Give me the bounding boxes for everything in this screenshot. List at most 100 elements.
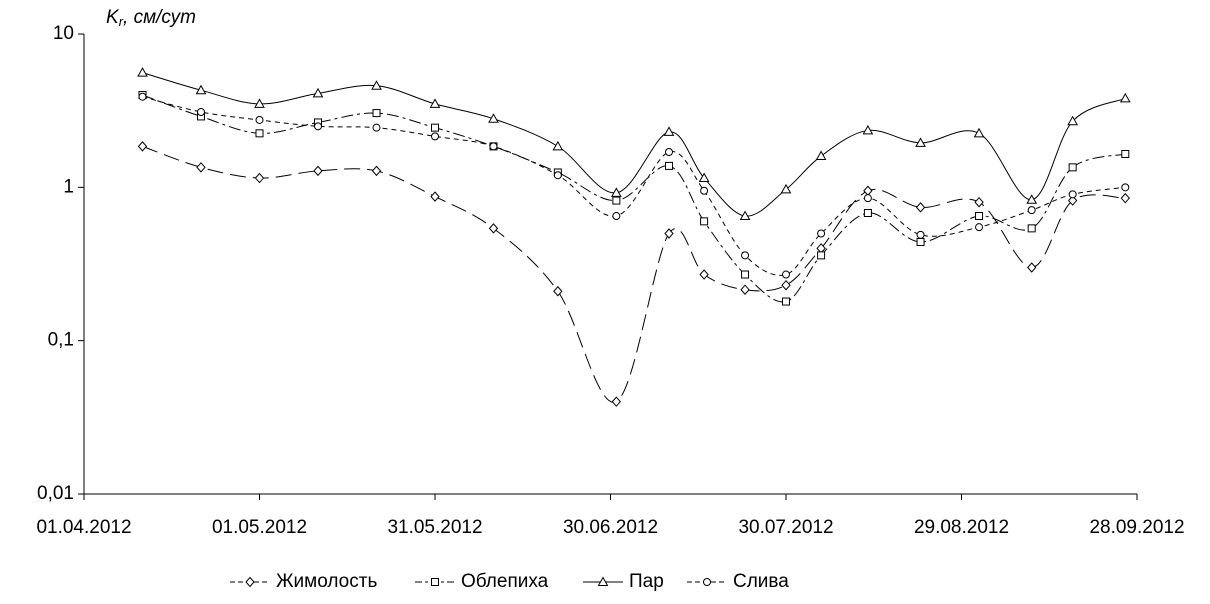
marker xyxy=(699,269,709,280)
marker xyxy=(665,161,673,170)
x-tick-label: 31.05.2012 xyxy=(387,517,482,538)
series-line xyxy=(142,96,1126,276)
marker xyxy=(703,578,711,586)
marker xyxy=(863,194,872,203)
marker xyxy=(429,98,441,108)
marker xyxy=(780,183,792,194)
marker xyxy=(312,87,324,98)
marker xyxy=(255,129,264,138)
x-tick-label: 30.06.2012 xyxy=(563,517,658,538)
y-tick-label: 10 xyxy=(53,23,74,44)
marker xyxy=(1067,195,1078,206)
marker xyxy=(488,113,499,123)
legend-label: Пар xyxy=(629,571,664,592)
legend-label: Жимолость xyxy=(276,571,377,592)
marker xyxy=(1026,194,1038,204)
marker xyxy=(1067,115,1079,126)
marker xyxy=(862,124,874,135)
marker xyxy=(597,576,609,586)
x-tick-label: 30.07.2012 xyxy=(738,517,833,538)
y-symbol: K xyxy=(106,7,120,28)
marker xyxy=(371,80,382,90)
marker xyxy=(863,209,872,218)
marker xyxy=(700,217,709,226)
y-unit: , см/сут xyxy=(123,7,196,28)
marker xyxy=(1027,224,1036,233)
y-tick-label: 0,01 xyxy=(37,483,74,504)
marker xyxy=(138,92,147,101)
marker xyxy=(137,67,148,77)
marker xyxy=(197,107,205,116)
marker xyxy=(1121,183,1130,192)
marker xyxy=(916,238,925,247)
marker xyxy=(698,172,710,183)
marker xyxy=(740,284,750,295)
marker xyxy=(488,223,499,234)
marker xyxy=(195,84,207,95)
marker xyxy=(372,123,381,132)
x-tick-label: 29.08.2012 xyxy=(914,517,1009,538)
marker xyxy=(314,122,322,131)
marker xyxy=(1119,92,1131,103)
marker xyxy=(915,202,926,213)
x-tick-label: 01.05.2012 xyxy=(212,517,307,538)
marker xyxy=(782,297,790,306)
marker xyxy=(431,123,439,132)
marker xyxy=(430,191,440,202)
x-tick-label: 01.04.2012 xyxy=(36,517,131,538)
marker xyxy=(611,396,622,407)
marker xyxy=(313,165,323,177)
marker xyxy=(664,228,674,239)
marker xyxy=(431,578,439,586)
marker xyxy=(1121,149,1130,158)
marker xyxy=(255,115,264,124)
marker xyxy=(137,141,148,152)
marker xyxy=(665,147,673,156)
marker xyxy=(663,126,675,136)
marker xyxy=(974,196,984,208)
marker xyxy=(973,127,985,138)
legend-label: Облепиха xyxy=(461,571,549,592)
marker xyxy=(916,230,925,239)
marker xyxy=(254,98,265,108)
marker xyxy=(1068,190,1077,199)
series-line xyxy=(142,145,1126,403)
marker xyxy=(254,172,265,184)
marker xyxy=(863,185,873,197)
x-tick-label: 28.09.2012 xyxy=(1089,517,1184,538)
marker xyxy=(431,132,439,141)
y-subscript: r xyxy=(119,14,124,29)
marker xyxy=(741,251,750,260)
marker xyxy=(781,279,791,291)
marker xyxy=(372,109,381,118)
marker xyxy=(817,251,826,260)
marker xyxy=(245,576,255,588)
legend-label: Слива xyxy=(733,571,789,592)
marker xyxy=(700,186,709,195)
marker xyxy=(489,142,498,151)
marker xyxy=(371,165,382,177)
marker xyxy=(610,187,622,197)
marker xyxy=(739,210,751,221)
marker xyxy=(553,286,563,297)
marker xyxy=(1120,192,1130,204)
marker xyxy=(815,150,827,161)
series-line xyxy=(142,72,1126,217)
marker xyxy=(1027,206,1036,215)
marker xyxy=(1068,163,1077,172)
y-axis-title: Kr, см/сут xyxy=(106,7,196,29)
marker xyxy=(741,270,750,279)
marker xyxy=(553,171,562,180)
y-tick-label: 1 xyxy=(63,176,74,197)
y-tick-label: 0,1 xyxy=(48,330,74,351)
marker xyxy=(915,137,926,147)
marker xyxy=(612,212,621,221)
marker xyxy=(612,196,621,205)
marker xyxy=(196,162,206,173)
marker xyxy=(817,229,826,238)
marker xyxy=(552,140,564,151)
marker xyxy=(975,223,984,232)
marker xyxy=(1027,262,1037,273)
marker xyxy=(782,270,790,279)
